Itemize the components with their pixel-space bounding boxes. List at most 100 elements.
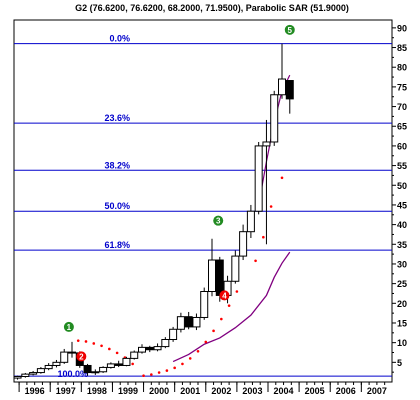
candle <box>68 341 76 358</box>
candle <box>231 250 240 284</box>
y-tick-label: 55 <box>397 161 407 171</box>
candle-body <box>138 346 146 353</box>
plot-frame <box>13 19 393 383</box>
candle <box>153 343 162 352</box>
y-tick-label: 40 <box>397 220 407 230</box>
y-tick-label: 80 <box>397 63 407 73</box>
sar-dot <box>220 317 223 321</box>
candle <box>200 287 209 320</box>
candle-body <box>239 231 248 257</box>
y-tick-label: 45 <box>397 200 407 210</box>
fibonacci-levels: 0.0% 23.6% 38.2% 50.0% 61.8% 100.0% <box>14 34 392 379</box>
candle <box>106 362 115 369</box>
wave-label: 4 <box>222 291 227 300</box>
x-tick-label: 1998 <box>87 386 107 396</box>
candle <box>44 363 53 371</box>
wave-labels-layer: 1 2 3 4 5 <box>63 24 295 362</box>
candle-body <box>215 259 224 296</box>
candle <box>21 372 30 378</box>
fib-label: 23.6% <box>104 113 130 123</box>
x-tick-label: 1999 <box>118 386 138 396</box>
candle-body <box>83 364 92 374</box>
x-tick-label: 2000 <box>149 386 169 396</box>
wave-circle <box>76 351 87 362</box>
candle-body <box>68 351 76 354</box>
candle-body <box>52 361 61 366</box>
candle-body <box>36 368 45 374</box>
candle <box>192 313 201 331</box>
wave-circle <box>63 321 74 332</box>
candle <box>83 363 92 376</box>
wave-label: 3 <box>216 217 221 226</box>
chart-title: G2 (76.6200, 76.6200, 68.2000, 71.9500),… <box>75 3 349 13</box>
sar-dot <box>115 351 119 355</box>
candle-body <box>153 346 162 351</box>
sar-dot <box>227 304 231 307</box>
y-tick-label: 85 <box>397 43 407 53</box>
fib-label: 100.0% <box>57 369 88 379</box>
candle <box>122 356 131 367</box>
candle <box>145 345 154 353</box>
candle <box>138 344 146 354</box>
sar-dot <box>92 342 96 345</box>
wave-marker: 4 <box>219 290 230 301</box>
sar-dot <box>212 329 215 333</box>
candle-body <box>44 364 53 370</box>
x-tick-label: 1996 <box>25 386 45 396</box>
sar-dot <box>280 176 284 180</box>
candle <box>60 348 69 364</box>
candle-body <box>122 357 131 366</box>
candle <box>254 141 263 215</box>
candle <box>130 350 139 360</box>
moving-average-line <box>172 251 291 363</box>
sar-dot <box>196 350 200 353</box>
candle-body <box>192 316 201 328</box>
sar-dot <box>108 347 111 351</box>
y-tick-label: 25 <box>397 279 407 289</box>
wave-marker: 1 <box>63 321 74 332</box>
sar-dot <box>262 235 265 239</box>
candle <box>52 359 61 368</box>
candle <box>278 43 286 99</box>
candle <box>114 360 123 368</box>
wave-marker: 2 <box>76 351 87 362</box>
y-tick-label: 60 <box>397 141 407 151</box>
candle-body <box>161 339 170 348</box>
candle <box>36 367 45 374</box>
y-tick-label: 35 <box>397 240 407 250</box>
wave-circle <box>284 24 295 35</box>
sar-dot <box>157 371 161 374</box>
candle <box>184 311 193 330</box>
sar-dot <box>254 259 257 263</box>
candle <box>239 224 248 261</box>
candle-body <box>13 375 22 379</box>
candle <box>161 337 170 349</box>
sar-dot <box>204 340 208 344</box>
candle <box>99 366 108 373</box>
candle-body <box>184 316 193 328</box>
candle <box>176 312 185 333</box>
x-tick-label: 2001 <box>180 386 200 396</box>
candle-body <box>99 366 108 373</box>
plot-border <box>13 19 393 383</box>
candle-body <box>130 351 139 359</box>
fib-label: 50.0% <box>104 201 130 211</box>
x-tick-label: 2007 <box>367 386 387 396</box>
y-tick-label: 10 <box>397 338 407 348</box>
y-axis: 5 10 15 20 25 30 35 40 45 50 55 60 65 70 75 80 85 90 <box>392 23 407 373</box>
candle-body <box>254 145 263 212</box>
candle-body <box>262 141 271 147</box>
wave-marker: 3 <box>213 215 224 226</box>
candle <box>169 326 178 342</box>
wave-label: 2 <box>79 352 84 361</box>
y-tick-label: 70 <box>397 102 407 112</box>
sar-dot <box>269 205 273 208</box>
fib-label: 0.0% <box>109 34 130 44</box>
candle <box>13 375 22 380</box>
x-tick-label: 2005 <box>305 386 325 396</box>
y-tick-label: 65 <box>397 122 407 132</box>
sar-dot <box>84 340 88 343</box>
sar-dot <box>76 339 80 342</box>
candle-body <box>208 259 216 292</box>
